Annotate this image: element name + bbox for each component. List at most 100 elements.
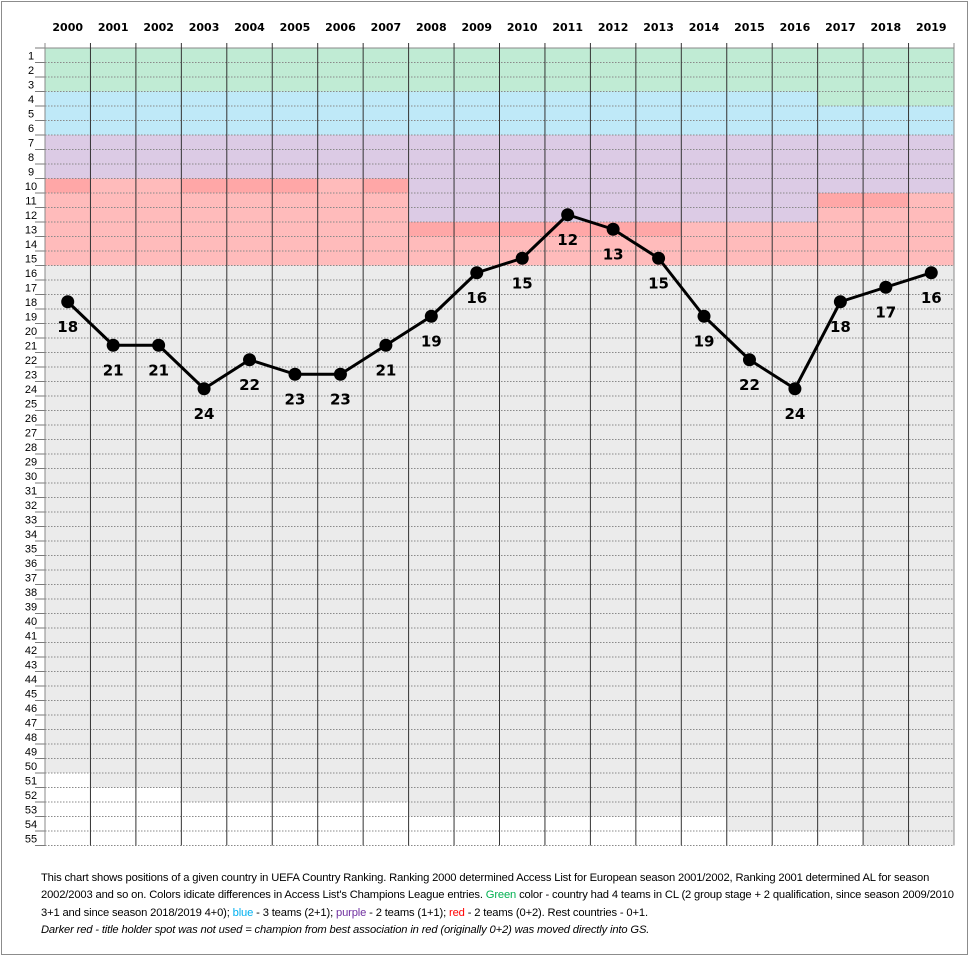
y-tick-label: 48	[25, 732, 37, 744]
data-label-2014: 19	[694, 332, 715, 350]
y-tick-label: 3	[28, 79, 34, 91]
band-green	[499, 48, 546, 92]
x-tick-label-2007: 2007	[371, 21, 402, 34]
band-grey	[90, 265, 137, 788]
band-dark-red	[363, 178, 410, 193]
y-tick-label: 8	[28, 152, 34, 164]
caption-text-5: - 2 teams (0+2). Rest countries - 0+1.	[464, 906, 648, 919]
caption-text-4: - 2 teams (1+1);	[366, 906, 449, 919]
x-tick-label-2017: 2017	[825, 21, 856, 34]
x-tick-label-2014: 2014	[689, 21, 720, 34]
band-red	[90, 178, 137, 266]
band-grey	[272, 265, 319, 802]
band-purple	[363, 135, 410, 179]
data-point-2016	[788, 382, 802, 396]
band-blue	[635, 91, 682, 135]
band-grey	[635, 265, 682, 817]
y-tick-label: 40	[25, 616, 37, 628]
band-purple	[317, 135, 364, 179]
band-dark-red	[499, 222, 546, 237]
y-tick-label: 51	[25, 775, 37, 787]
data-point-2003	[197, 382, 211, 396]
band-green	[272, 48, 319, 92]
band-purple	[226, 135, 273, 179]
data-label-2018: 17	[875, 303, 896, 321]
data-label-2000: 18	[57, 318, 78, 336]
x-tick-label-2002: 2002	[143, 21, 174, 34]
band-purple	[181, 135, 228, 179]
band-green	[45, 48, 91, 92]
x-tick-label-2018: 2018	[871, 21, 902, 34]
band-purple	[272, 135, 319, 179]
y-tick-label: 42	[25, 645, 37, 657]
y-tick-label: 1	[28, 50, 34, 62]
data-point-2011	[561, 208, 575, 222]
data-label-2017: 18	[830, 318, 851, 336]
caption-blue-word: blue	[232, 906, 254, 919]
band-dark-red	[635, 222, 682, 237]
ranking-chart: 1234567891011121314151617181920212223242…	[25, 21, 955, 846]
data-label-2011: 12	[557, 231, 578, 249]
y-tick-label: 52	[25, 790, 37, 802]
x-tick-label-2012: 2012	[598, 21, 629, 34]
caption-text-2: color - country had 4 teams in CL (2 gro…	[41, 889, 954, 919]
series-line	[66, 213, 932, 391]
band-red	[772, 222, 819, 266]
y-tick-label: 14	[25, 239, 37, 251]
x-tick-label-2006: 2006	[325, 21, 356, 34]
data-label-2003: 24	[194, 405, 215, 423]
band-purple	[681, 135, 728, 222]
y-tick-label: 30	[25, 471, 37, 483]
band-blue	[726, 91, 773, 135]
y-tick-label: 23	[25, 369, 37, 381]
x-tick-label-2001: 2001	[98, 21, 129, 34]
band-green	[226, 48, 273, 92]
x-tick-label-2019: 2019	[916, 21, 947, 34]
band-grey	[317, 265, 364, 802]
y-tick-label: 21	[25, 340, 37, 352]
data-label-2002: 21	[148, 361, 169, 379]
band-purple	[45, 135, 91, 179]
y-tick-label: 44	[25, 674, 37, 686]
y-tick-label: 50	[25, 761, 37, 773]
band-blue	[90, 91, 137, 135]
band-dark-red	[817, 193, 864, 208]
data-label-2008: 19	[421, 332, 442, 350]
data-point-2017	[833, 295, 847, 309]
data-point-2019	[924, 266, 938, 280]
caption-green-word: Green	[485, 889, 517, 902]
band-green	[317, 48, 364, 92]
band-blue	[544, 91, 591, 135]
band-green	[726, 48, 773, 92]
y-tick-label: 39	[25, 601, 37, 613]
y-tick-label: 15	[25, 253, 37, 265]
band-blue	[272, 91, 319, 135]
caption-red-word: red	[449, 906, 465, 919]
y-tick-label: 47	[25, 717, 37, 729]
data-label-2001: 21	[103, 361, 124, 379]
y-tick-label: 34	[25, 529, 37, 541]
band-green	[635, 48, 682, 92]
data-label-2006: 23	[330, 390, 351, 408]
data-label-2010: 15	[512, 274, 533, 292]
y-tick-label: 45	[25, 688, 37, 700]
band-green	[408, 48, 455, 92]
band-dark-red	[181, 178, 228, 193]
y-tick-label: 54	[25, 819, 37, 831]
y-tick-label: 19	[25, 311, 37, 323]
band-blue	[590, 91, 637, 135]
y-tick-label: 9	[28, 166, 34, 178]
band-red	[908, 193, 955, 266]
y-tick-label: 37	[25, 572, 37, 584]
band-dark-red	[45, 178, 91, 193]
y-tick-label: 41	[25, 630, 37, 642]
band-dark-red	[272, 178, 319, 193]
band-grey	[681, 265, 728, 817]
data-point-2000	[61, 295, 75, 309]
x-tick-label-2009: 2009	[461, 21, 492, 34]
data-point-2005	[288, 367, 302, 381]
band-green	[90, 48, 137, 92]
band-blue	[317, 91, 364, 135]
y-tick-label: 35	[25, 543, 37, 555]
data-point-2018	[879, 280, 893, 294]
